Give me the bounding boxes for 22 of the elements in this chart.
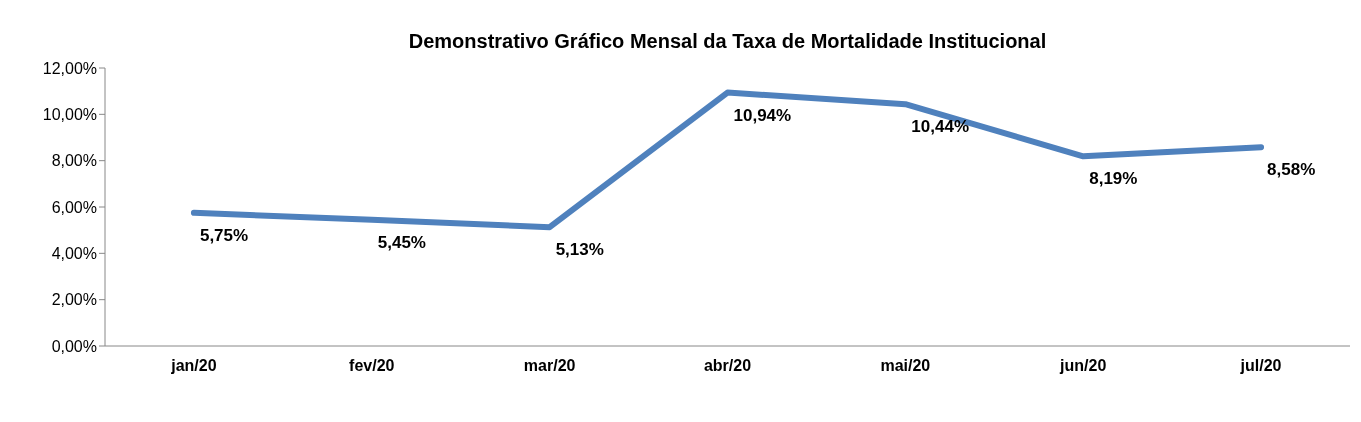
y-tick-label: 0,00% [51,337,97,355]
x-tick-label: fev/20 [349,357,395,375]
x-tick-label: mai/20 [880,357,931,375]
data-label: 5,75% [199,225,249,245]
data-label: 5,45% [377,232,426,252]
chart-title: Demonstrativo Gráfico Mensal da Taxa de Mortalidade Institucional [407,30,1048,53]
data-label: 10,44% [911,117,970,137]
y-tick-label: 2,00% [51,291,97,309]
y-tick-label: 6,00% [51,198,97,216]
x-tick-label: jul/20 [1239,357,1282,375]
x-tick-label: mar/20 [523,357,576,375]
data-label: 5,13% [555,240,604,260]
y-tick-label: 4,00% [51,245,97,263]
data-label: 8,58% [1267,160,1316,180]
x-tick-label: jan/20 [170,357,217,375]
data-label: 10,94% [733,105,792,125]
y-tick-label: 12,00% [42,59,97,77]
data-label: 8,19% [1089,169,1138,189]
x-tick-label: abr/20 [703,357,752,375]
y-tick-label: 8,00% [51,152,97,170]
x-tick-label: jun/20 [1059,357,1107,375]
y-tick-label: 10,00% [42,106,97,124]
